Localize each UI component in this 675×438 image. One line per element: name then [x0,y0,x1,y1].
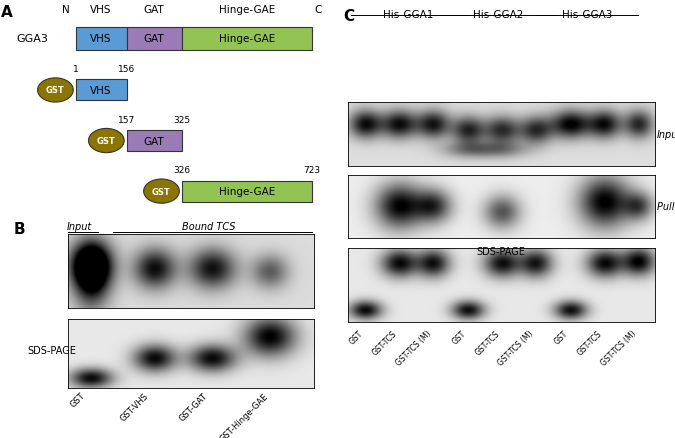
FancyBboxPatch shape [76,80,126,101]
Text: SDS-PAGE: SDS-PAGE [27,346,76,355]
Text: 325: 325 [173,115,190,124]
Ellipse shape [144,180,180,204]
Ellipse shape [38,79,74,103]
Ellipse shape [88,129,124,153]
Text: Input: Input [657,130,675,140]
Text: C: C [314,5,321,15]
Text: SDS-PAGE: SDS-PAGE [477,246,525,256]
Text: GST-GAT: GST-GAT [178,391,209,422]
Text: GST: GST [348,328,365,346]
FancyBboxPatch shape [182,181,312,202]
Text: Hinge-GAE: Hinge-GAE [219,5,275,15]
Text: GGA3: GGA3 [17,34,49,44]
Text: Input: Input [67,221,92,231]
FancyBboxPatch shape [76,28,126,51]
Text: Bound TCS: Bound TCS [182,221,236,231]
Text: GST-TCS (M): GST-TCS (M) [394,328,433,367]
Text: 723: 723 [303,166,320,175]
Text: GST: GST [46,86,65,95]
Text: GST: GST [68,391,86,409]
Text: GST-VHS: GST-VHS [118,391,150,422]
Text: Hinge-GAE: Hinge-GAE [219,34,275,44]
Text: GST-TCS: GST-TCS [473,328,502,357]
Text: VHS: VHS [90,34,112,44]
FancyBboxPatch shape [126,131,182,152]
Text: GST-TCS (M): GST-TCS (M) [497,328,535,367]
Text: GAT: GAT [144,34,165,44]
Text: GST: GST [97,137,115,146]
Text: GST-TCS: GST-TCS [371,328,399,357]
FancyBboxPatch shape [182,28,312,51]
Text: GST: GST [450,328,468,346]
Text: 157: 157 [118,115,135,124]
Text: Hinge-GAE: Hinge-GAE [219,187,275,197]
Text: GAT: GAT [144,5,165,15]
Text: B: B [14,221,25,236]
Text: Pull down: Pull down [657,202,675,212]
Text: VHS: VHS [90,86,112,96]
Text: 326: 326 [173,166,190,175]
Text: N: N [62,5,70,15]
FancyBboxPatch shape [126,28,182,51]
Text: C: C [343,9,354,24]
Text: His-GGA3: His-GGA3 [562,10,612,20]
Text: A: A [1,4,13,20]
Text: GST-TCS (M): GST-TCS (M) [599,328,638,367]
Text: GST: GST [553,328,570,346]
Text: GST: GST [152,187,171,196]
Text: 1: 1 [73,65,78,74]
Text: GST-Hinge-GAE: GST-Hinge-GAE [218,391,270,438]
Text: GAT: GAT [144,136,165,146]
Text: GST-TCS: GST-TCS [576,328,604,357]
Text: His-GGA2: His-GGA2 [473,10,523,20]
Text: His-GGA1: His-GGA1 [383,10,433,20]
Text: 156: 156 [118,65,135,74]
Text: VHS: VHS [90,5,112,15]
